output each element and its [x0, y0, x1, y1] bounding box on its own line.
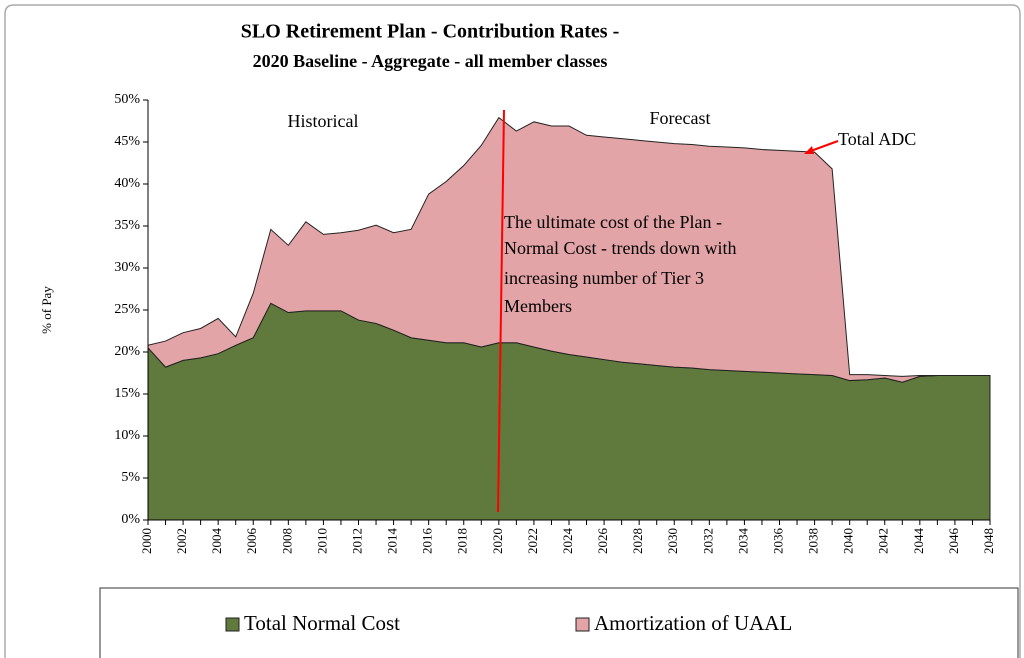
x-tick-label: 2006	[244, 528, 259, 555]
annotation-note: Normal Cost - trends down with	[504, 238, 736, 258]
legend-box	[99, 587, 1019, 658]
legend-swatch	[225, 617, 240, 632]
x-tick-label: 2018	[455, 528, 470, 554]
x-tick-label: 2048	[981, 528, 996, 554]
arrow-head	[804, 146, 814, 154]
x-tick-label: 2024	[560, 528, 575, 555]
annotation-note: The ultimate cost of the Plan -	[504, 212, 722, 232]
x-tick-label: 2028	[630, 528, 645, 554]
legend-swatch	[575, 617, 590, 632]
y-tick-label: 35%	[114, 218, 140, 233]
x-tick-label: 2046	[946, 528, 961, 555]
legend-label: Total Normal Cost	[244, 611, 400, 635]
area	[147, 116, 990, 383]
annotation-note: Members	[504, 296, 572, 316]
x-tick-label: 2008	[279, 528, 294, 554]
panel-border	[4, 4, 1021, 658]
y-tick-label: 20%	[114, 344, 140, 359]
x-tick-label: 2032	[700, 528, 715, 554]
x-tick-label: 2014	[385, 528, 400, 555]
y-tick-label: 15%	[114, 386, 140, 401]
y-tick-label: 5%	[121, 470, 140, 485]
x-tick-label: 2042	[876, 528, 891, 554]
x-tick-label: 2012	[349, 528, 364, 554]
x-tick-label: 2000	[139, 528, 154, 554]
x-tick-label: 2026	[595, 528, 610, 555]
x-tick-label: 2034	[735, 528, 750, 555]
annotation: Historical	[288, 111, 359, 131]
y-tick-label: 40%	[114, 176, 140, 191]
x-tick-label: 2022	[525, 528, 540, 554]
y-tick-label: 45%	[114, 134, 140, 149]
x-tick-label: 2016	[420, 528, 435, 555]
y-tick-label: 30%	[114, 260, 140, 275]
x-tick-label: 2036	[770, 528, 785, 555]
legend: Total Normal Cost Amortization of UAAL	[225, 611, 792, 635]
annotations: Historical Forecast Total ADC The ultima…	[288, 108, 916, 513]
annotation-note: increasing number of Tier 3	[504, 268, 704, 288]
divider-line	[497, 109, 505, 513]
plot-area: 0% 5% 10% 15% 20% 25% 30% 35% 40% 45% 50% 2000 2002 2…	[114, 92, 996, 554]
x-tick-label: 2040	[841, 528, 856, 554]
x-tick-label: 2038	[806, 528, 821, 554]
y-tick-label: 25%	[114, 302, 140, 317]
chart-subtitle: 2020 Baseline - Aggregate - all member c…	[253, 51, 608, 71]
x-tick-label: 2030	[665, 528, 680, 554]
chart-title: SLO Retirement Plan - Contribution Rates…	[241, 21, 620, 43]
y-tick-label: 50%	[114, 92, 140, 107]
annotation: Total ADC	[838, 129, 916, 149]
x-tick-label: 2010	[314, 528, 329, 554]
legend-label: Amortization of UAAL	[594, 611, 792, 635]
y-tick-label: 10%	[114, 428, 140, 443]
x-tick-label: 2002	[174, 528, 189, 554]
annotation: Forecast	[650, 108, 711, 128]
x-tick-label: 2020	[490, 528, 505, 554]
y-tick-label: 0%	[121, 512, 140, 527]
x-tick-label: 2044	[911, 528, 926, 555]
y-axis-label: % of Pay	[39, 286, 54, 334]
x-tick-label: 2004	[209, 528, 224, 555]
